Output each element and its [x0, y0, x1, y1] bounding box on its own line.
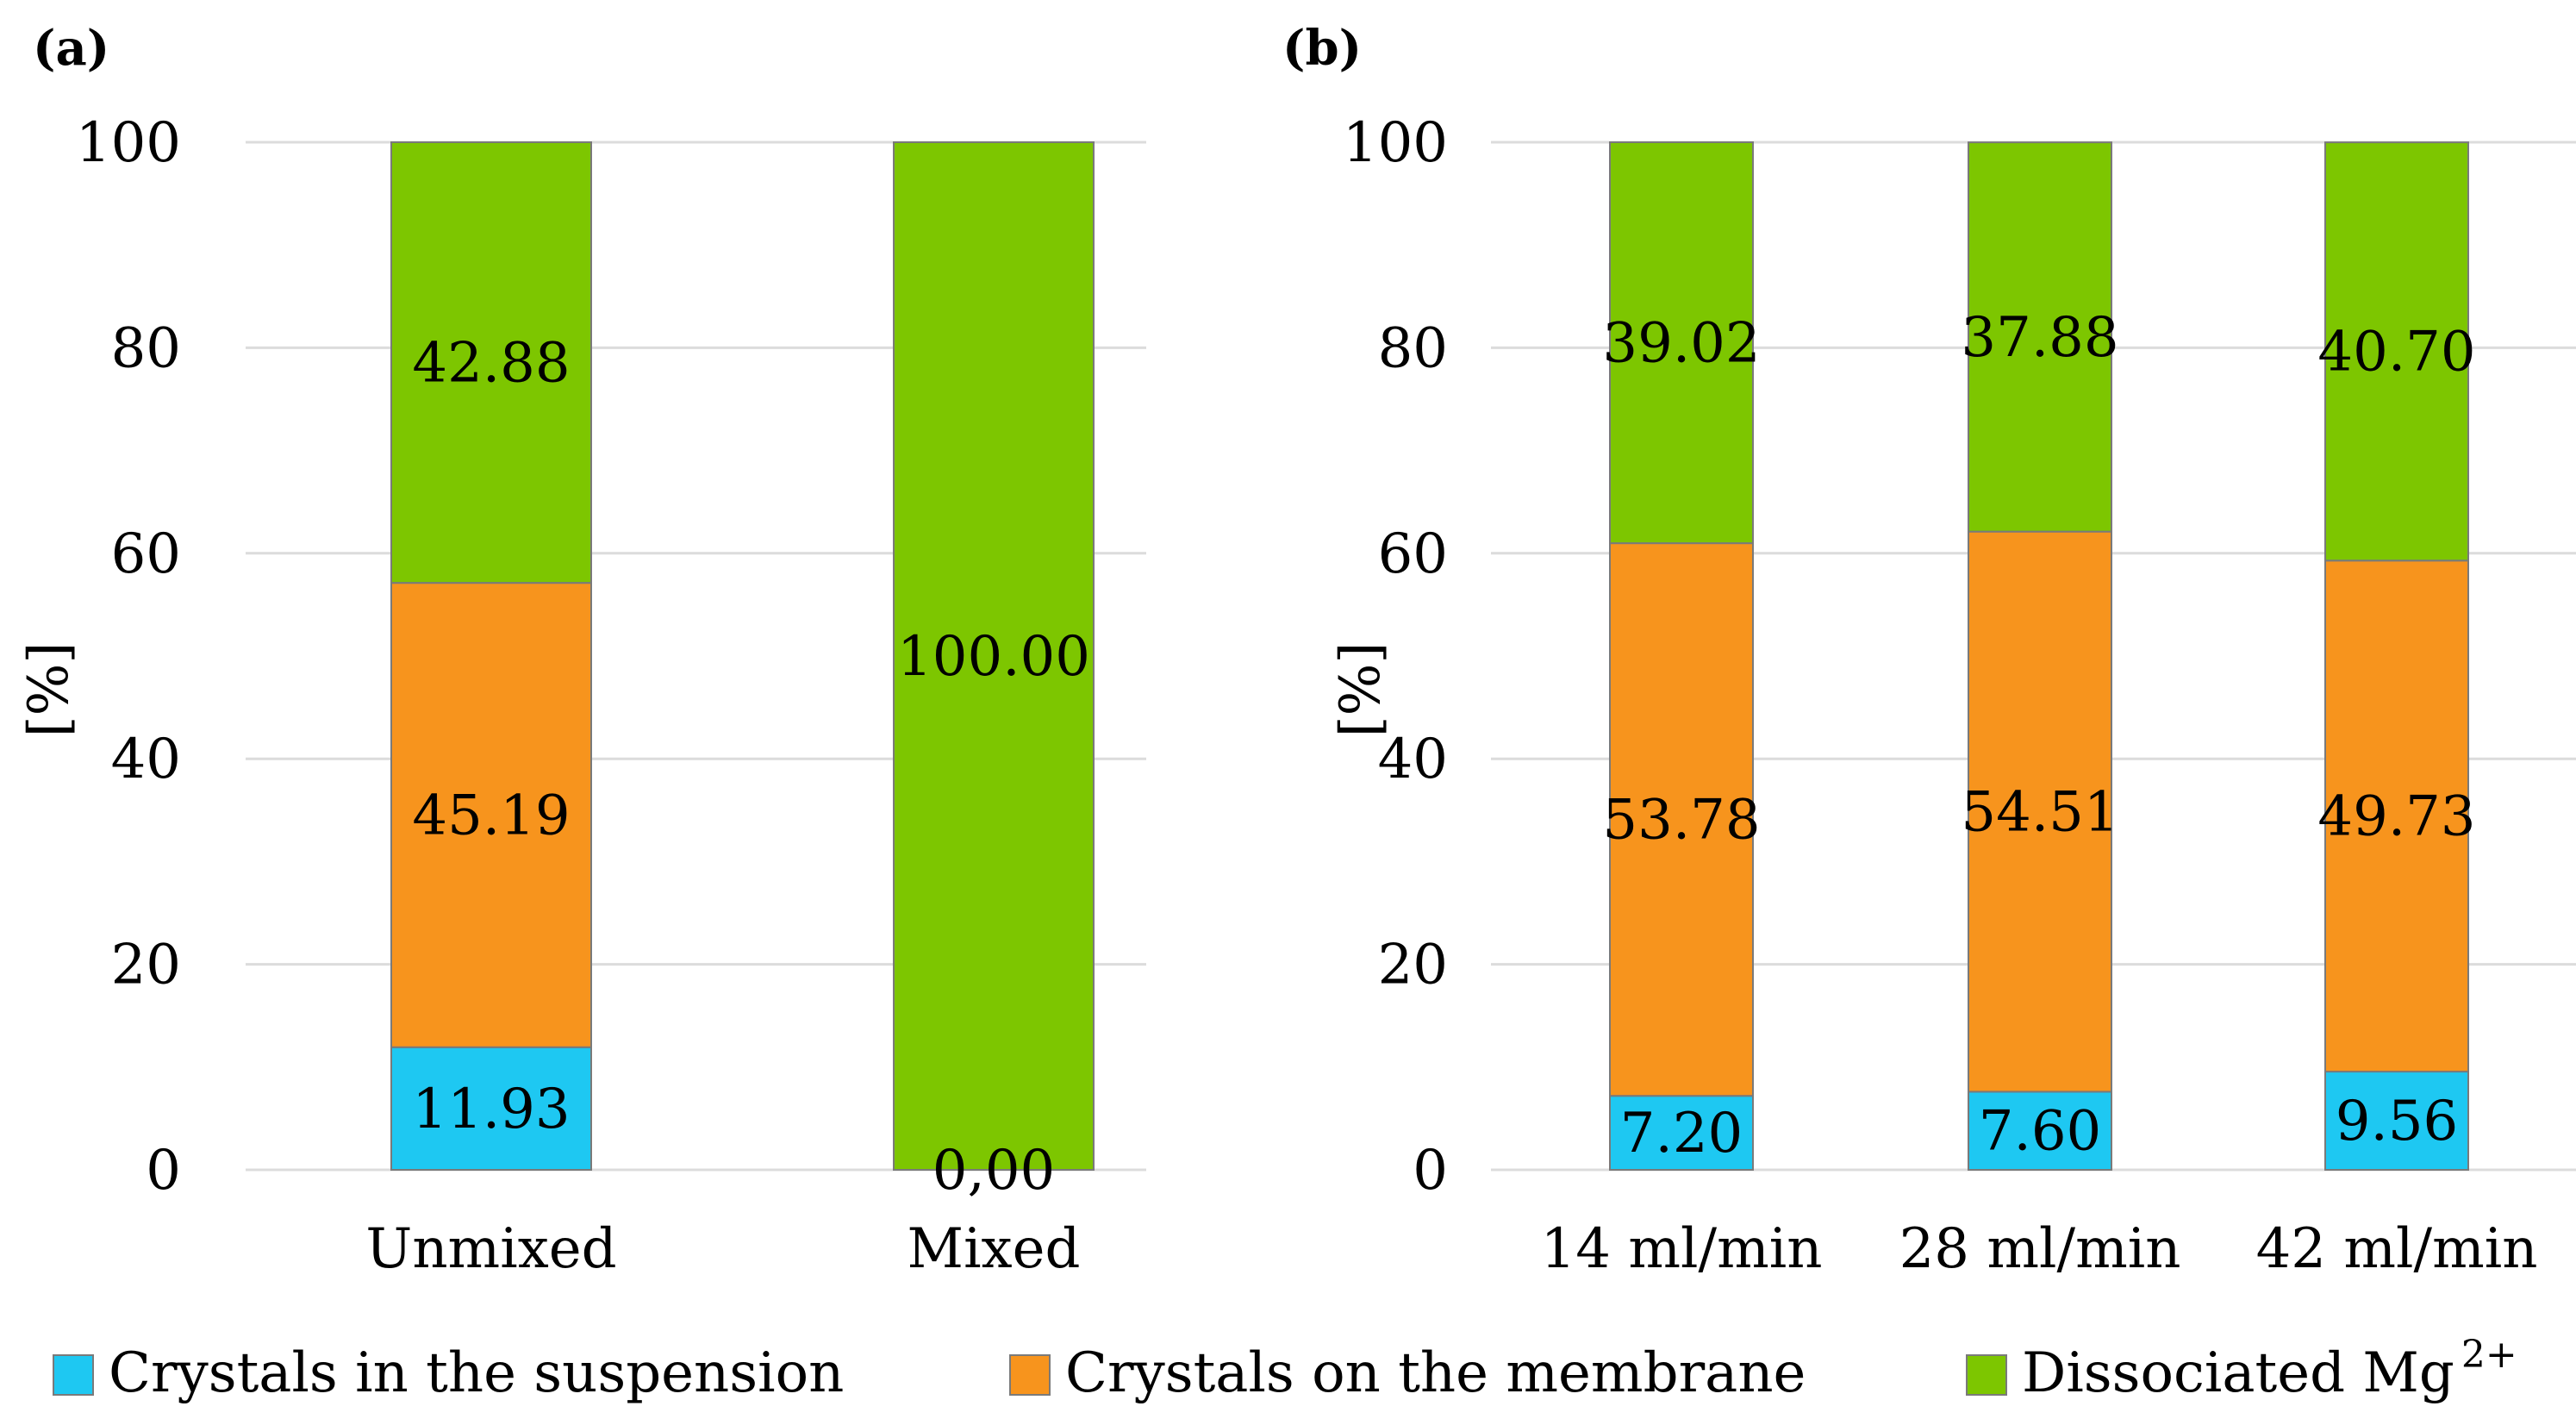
bar-b-membrane-0: [1609, 542, 1754, 1097]
y-tick-label-b-4: 80: [1378, 316, 1448, 380]
legend-label-dissociated-base: Dissociated Mg: [2022, 1341, 2454, 1405]
y-axis-label-b: [%]: [1329, 642, 1393, 738]
data-label-b-membrane-0: 53.78: [1602, 789, 1760, 853]
data-label-b-suspension-0: 7.20: [1620, 1102, 1743, 1166]
legend-swatch-dissociated: [1966, 1354, 2007, 1396]
data-label-b-membrane-2: 49.73: [2317, 785, 2475, 849]
data-label-a-suspension-1: 0,00: [932, 1139, 1056, 1203]
x-tick-label-a-1: Mixed: [908, 1217, 1081, 1281]
bar-b-membrane-2: [2324, 559, 2469, 1073]
data-label-b-membrane-1: 54.51: [1961, 781, 2118, 845]
y-tick-label-a-0: 0: [146, 1139, 181, 1203]
x-tick-label-b-2: 42 ml/min: [2256, 1217, 2538, 1281]
y-tick-label-b-1: 20: [1378, 934, 1448, 997]
data-label-b-dissociated-1: 37.88: [1961, 306, 2118, 370]
chart-panel-a: (a) [%] 0 20 40 60 80 100 11.93 45.19 42.88 Unmixed…: [17, 20, 1146, 1281]
data-label-b-suspension-1: 7.60: [1979, 1100, 2102, 1164]
bar-b-dissociated-0: [1609, 141, 1754, 545]
legend-label-membrane: Crystals on the membrane: [1065, 1341, 1806, 1405]
panel-label-b: (b): [1282, 20, 1362, 77]
y-tick-label-a-2: 40: [111, 728, 181, 791]
bar-b-suspension-1: [1968, 1091, 2112, 1171]
data-label-a-dissociated-1: 100.00: [897, 625, 1090, 689]
bar-b-dissociated-2: [2324, 141, 2469, 562]
y-tick-label-b-3: 60: [1378, 522, 1448, 586]
legend: Crystals in the suspension Crystals on t…: [53, 1333, 2517, 1405]
data-label-b-suspension-2: 9.56: [2336, 1090, 2459, 1153]
bar-b-suspension-2: [2324, 1071, 2469, 1171]
y-tick-label-a-5: 100: [76, 111, 181, 175]
bar-a-suspension-0: [390, 1046, 592, 1172]
y-tick-label-b-5: 100: [1343, 111, 1448, 175]
y-tick-label-a-1: 20: [111, 934, 181, 997]
data-label-b-dissociated-2: 40.70: [2317, 321, 2475, 384]
chart-panel-b: (b) [%] 0 20 40 60 80 100 7.20 53.78 39.02 14 ml/mi…: [1282, 20, 2576, 1281]
x-tick-label-b-1: 28 ml/min: [1899, 1217, 2181, 1281]
bar-a-membrane-0: [390, 582, 592, 1048]
x-tick-label-b-0: 14 ml/min: [1541, 1217, 1823, 1281]
y-axis-label-a: [%]: [17, 642, 81, 738]
y-tick-label-a-4: 80: [111, 316, 181, 380]
y-tick-label-b-0: 0: [1413, 1139, 1448, 1203]
data-label-a-suspension-0: 11.93: [412, 1078, 570, 1141]
data-label-a-dissociated-0: 42.88: [412, 332, 570, 396]
data-label-b-dissociated-0: 39.02: [1602, 312, 1760, 376]
x-tick-label-a-0: Unmixed: [365, 1217, 616, 1281]
panel-label-a: (a): [33, 20, 109, 77]
legend-swatch-suspension: [53, 1354, 94, 1396]
bar-a-dissociated-1: [893, 141, 1095, 1171]
legend-label-dissociated: Dissociated Mg 2+: [2022, 1333, 2517, 1405]
bar-b-suspension-0: [1609, 1095, 1754, 1172]
legend-swatch-membrane: [1009, 1354, 1051, 1396]
legend-label-suspension: Crystals in the suspension: [109, 1341, 844, 1405]
bar-a-dissociated-0: [390, 141, 592, 584]
bar-b-dissociated-1: [1968, 141, 2112, 533]
data-label-a-membrane-0: 45.19: [412, 784, 570, 847]
y-tick-label-b-2: 40: [1378, 728, 1448, 791]
y-tick-label-a-3: 60: [111, 522, 181, 586]
legend-label-dissociated-sup: 2+: [2461, 1333, 2517, 1377]
